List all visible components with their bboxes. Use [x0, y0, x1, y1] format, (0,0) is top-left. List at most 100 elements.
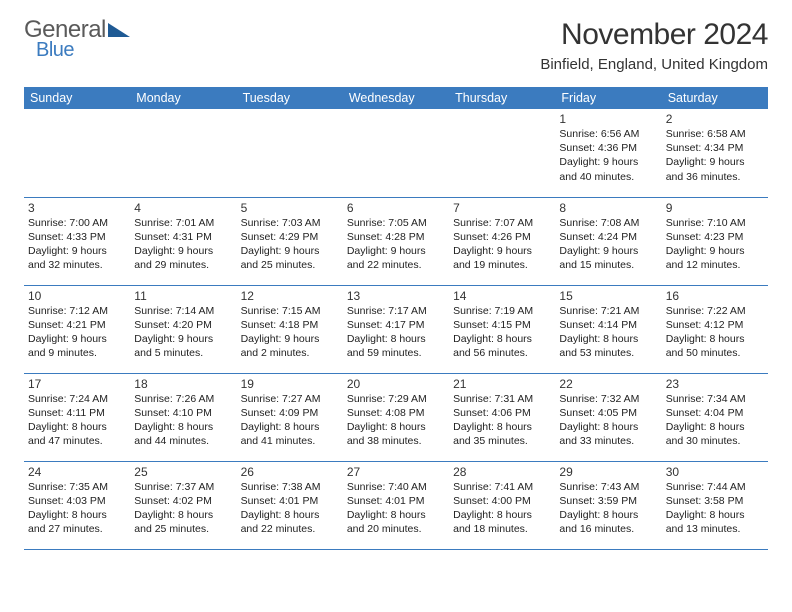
sunset-line: Sunset: 4:15 PM — [453, 318, 551, 332]
daylight-line: Daylight: 9 hours and 40 minutes. — [559, 155, 657, 183]
day-number: 22 — [559, 377, 657, 391]
day-cell: 6Sunrise: 7:05 AMSunset: 4:28 PMDaylight… — [343, 197, 449, 285]
day-number: 11 — [134, 289, 232, 303]
sunset-line: Sunset: 4:17 PM — [347, 318, 445, 332]
sunset-line: Sunset: 4:28 PM — [347, 230, 445, 244]
day-number: 3 — [28, 201, 126, 215]
sunrise-line: Sunrise: 7:03 AM — [241, 216, 339, 230]
day-cell — [449, 109, 555, 197]
sunrise-line: Sunrise: 7:17 AM — [347, 304, 445, 318]
sunset-line: Sunset: 4:08 PM — [347, 406, 445, 420]
sunset-line: Sunset: 4:31 PM — [134, 230, 232, 244]
day-number: 13 — [347, 289, 445, 303]
day-number: 7 — [453, 201, 551, 215]
day-cell: 22Sunrise: 7:32 AMSunset: 4:05 PMDayligh… — [555, 373, 661, 461]
calendar-page: General Blue November 2024 Binfield, Eng… — [0, 0, 792, 612]
sunrise-line: Sunrise: 7:26 AM — [134, 392, 232, 406]
day-number: 26 — [241, 465, 339, 479]
day-cell: 7Sunrise: 7:07 AMSunset: 4:26 PMDaylight… — [449, 197, 555, 285]
day-header: Tuesday — [237, 87, 343, 109]
sunset-line: Sunset: 3:58 PM — [666, 494, 764, 508]
logo-word-blue: Blue — [36, 40, 130, 60]
sunrise-line: Sunrise: 7:43 AM — [559, 480, 657, 494]
day-number: 24 — [28, 465, 126, 479]
day-cell: 1Sunrise: 6:56 AMSunset: 4:36 PMDaylight… — [555, 109, 661, 197]
daylight-line: Daylight: 9 hours and 9 minutes. — [28, 332, 126, 360]
sunrise-line: Sunrise: 7:31 AM — [453, 392, 551, 406]
sunset-line: Sunset: 4:33 PM — [28, 230, 126, 244]
day-number: 18 — [134, 377, 232, 391]
sunrise-line: Sunrise: 7:38 AM — [241, 480, 339, 494]
daylight-line: Daylight: 8 hours and 22 minutes. — [241, 508, 339, 536]
day-cell: 19Sunrise: 7:27 AMSunset: 4:09 PMDayligh… — [237, 373, 343, 461]
day-header-row: SundayMondayTuesdayWednesdayThursdayFrid… — [24, 87, 768, 109]
calendar-body: 1Sunrise: 6:56 AMSunset: 4:36 PMDaylight… — [24, 109, 768, 549]
day-cell: 2Sunrise: 6:58 AMSunset: 4:34 PMDaylight… — [662, 109, 768, 197]
day-cell: 17Sunrise: 7:24 AMSunset: 4:11 PMDayligh… — [24, 373, 130, 461]
daylight-line: Daylight: 9 hours and 15 minutes. — [559, 244, 657, 272]
day-number: 10 — [28, 289, 126, 303]
sunrise-line: Sunrise: 7:40 AM — [347, 480, 445, 494]
sunset-line: Sunset: 4:03 PM — [28, 494, 126, 508]
sunset-line: Sunset: 4:29 PM — [241, 230, 339, 244]
day-cell: 26Sunrise: 7:38 AMSunset: 4:01 PMDayligh… — [237, 461, 343, 549]
day-header: Saturday — [662, 87, 768, 109]
day-cell: 11Sunrise: 7:14 AMSunset: 4:20 PMDayligh… — [130, 285, 236, 373]
day-cell: 23Sunrise: 7:34 AMSunset: 4:04 PMDayligh… — [662, 373, 768, 461]
sunset-line: Sunset: 4:26 PM — [453, 230, 551, 244]
day-cell: 29Sunrise: 7:43 AMSunset: 3:59 PMDayligh… — [555, 461, 661, 549]
day-cell: 25Sunrise: 7:37 AMSunset: 4:02 PMDayligh… — [130, 461, 236, 549]
sunset-line: Sunset: 4:10 PM — [134, 406, 232, 420]
day-cell — [24, 109, 130, 197]
day-number: 5 — [241, 201, 339, 215]
sunrise-line: Sunrise: 7:05 AM — [347, 216, 445, 230]
sunset-line: Sunset: 4:21 PM — [28, 318, 126, 332]
sunrise-line: Sunrise: 6:58 AM — [666, 127, 764, 141]
daylight-line: Daylight: 9 hours and 5 minutes. — [134, 332, 232, 360]
day-number: 8 — [559, 201, 657, 215]
sunrise-line: Sunrise: 7:34 AM — [666, 392, 764, 406]
daylight-line: Daylight: 8 hours and 53 minutes. — [559, 332, 657, 360]
week-row: 1Sunrise: 6:56 AMSunset: 4:36 PMDaylight… — [24, 109, 768, 197]
day-number: 21 — [453, 377, 551, 391]
daylight-line: Daylight: 8 hours and 35 minutes. — [453, 420, 551, 448]
sunset-line: Sunset: 4:24 PM — [559, 230, 657, 244]
day-number: 16 — [666, 289, 764, 303]
day-number: 1 — [559, 112, 657, 126]
day-number: 12 — [241, 289, 339, 303]
logo-text: General Blue — [24, 18, 130, 60]
location: Binfield, England, United Kingdom — [540, 56, 768, 73]
calendar-head: SundayMondayTuesdayWednesdayThursdayFrid… — [24, 87, 768, 109]
day-cell: 21Sunrise: 7:31 AMSunset: 4:06 PMDayligh… — [449, 373, 555, 461]
daylight-line: Daylight: 8 hours and 25 minutes. — [134, 508, 232, 536]
sunset-line: Sunset: 4:09 PM — [241, 406, 339, 420]
day-number: 20 — [347, 377, 445, 391]
day-cell: 16Sunrise: 7:22 AMSunset: 4:12 PMDayligh… — [662, 285, 768, 373]
day-cell: 30Sunrise: 7:44 AMSunset: 3:58 PMDayligh… — [662, 461, 768, 549]
day-number: 28 — [453, 465, 551, 479]
sunset-line: Sunset: 4:20 PM — [134, 318, 232, 332]
sunset-line: Sunset: 4:05 PM — [559, 406, 657, 420]
sunset-line: Sunset: 4:36 PM — [559, 141, 657, 155]
day-cell: 5Sunrise: 7:03 AMSunset: 4:29 PMDaylight… — [237, 197, 343, 285]
daylight-line: Daylight: 8 hours and 47 minutes. — [28, 420, 126, 448]
sunrise-line: Sunrise: 7:32 AM — [559, 392, 657, 406]
daylight-line: Daylight: 8 hours and 13 minutes. — [666, 508, 764, 536]
daylight-line: Daylight: 8 hours and 27 minutes. — [28, 508, 126, 536]
calendar-table: SundayMondayTuesdayWednesdayThursdayFrid… — [24, 87, 768, 550]
day-number: 6 — [347, 201, 445, 215]
day-number: 19 — [241, 377, 339, 391]
sunrise-line: Sunrise: 7:29 AM — [347, 392, 445, 406]
day-header: Wednesday — [343, 87, 449, 109]
week-row: 10Sunrise: 7:12 AMSunset: 4:21 PMDayligh… — [24, 285, 768, 373]
sunset-line: Sunset: 4:00 PM — [453, 494, 551, 508]
day-header: Monday — [130, 87, 236, 109]
day-cell: 13Sunrise: 7:17 AMSunset: 4:17 PMDayligh… — [343, 285, 449, 373]
daylight-line: Daylight: 8 hours and 20 minutes. — [347, 508, 445, 536]
sunrise-line: Sunrise: 7:35 AM — [28, 480, 126, 494]
sunset-line: Sunset: 4:34 PM — [666, 141, 764, 155]
month-title: November 2024 — [540, 18, 768, 52]
day-number: 4 — [134, 201, 232, 215]
sunrise-line: Sunrise: 7:01 AM — [134, 216, 232, 230]
header: General Blue November 2024 Binfield, Eng… — [24, 18, 768, 73]
